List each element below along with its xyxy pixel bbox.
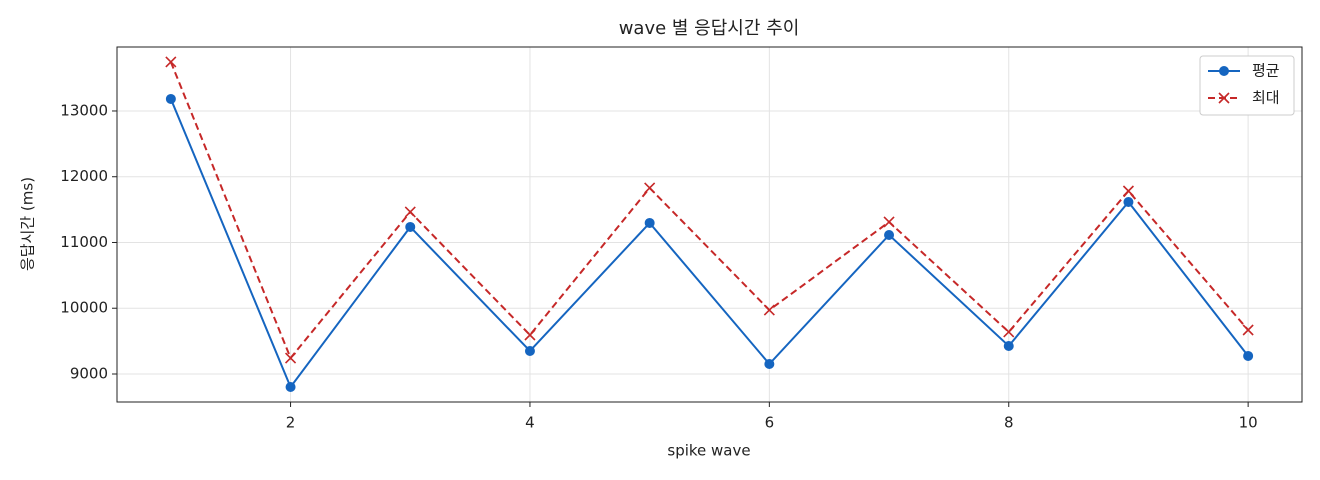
marker bbox=[405, 221, 416, 232]
x-tick-label: 8 bbox=[1004, 414, 1014, 432]
marker bbox=[165, 56, 177, 68]
y-axis-label: 응답시간 (ms) bbox=[19, 177, 37, 271]
marker bbox=[524, 345, 535, 356]
x-axis-label: spike wave bbox=[667, 442, 750, 460]
marker bbox=[1123, 196, 1134, 207]
plot-frame bbox=[116, 46, 1303, 403]
legend-label: 평균 bbox=[1252, 62, 1280, 80]
marker bbox=[1122, 185, 1135, 197]
x-tick-label: 10 bbox=[1239, 414, 1258, 432]
marker bbox=[763, 304, 775, 316]
series-line bbox=[169, 61, 1249, 360]
marker bbox=[165, 93, 176, 104]
marker bbox=[644, 217, 655, 228]
marker bbox=[883, 216, 895, 228]
legend-marker bbox=[1219, 66, 1229, 76]
marker bbox=[884, 229, 895, 240]
legend-box bbox=[1199, 55, 1295, 116]
marker bbox=[524, 329, 536, 341]
x-tick-label: 2 bbox=[286, 414, 296, 432]
x-tick-label: 6 bbox=[765, 414, 775, 432]
chart-title: wave 별 응답시간 추이 bbox=[619, 18, 800, 39]
y-tick-label: 11000 bbox=[60, 233, 108, 251]
y-tick-label: 9000 bbox=[70, 364, 108, 382]
marker bbox=[1003, 340, 1014, 351]
marker bbox=[644, 182, 656, 194]
marker bbox=[284, 352, 297, 364]
x-tick-label: 4 bbox=[525, 414, 535, 432]
marker bbox=[1003, 326, 1015, 338]
marker bbox=[285, 382, 296, 393]
marker bbox=[764, 358, 775, 369]
marker bbox=[404, 206, 416, 218]
y-tick-label: 10000 bbox=[60, 299, 108, 317]
legend-marker bbox=[1218, 92, 1230, 104]
marker bbox=[1243, 350, 1254, 361]
y-tick-label: 13000 bbox=[60, 101, 108, 119]
y-tick-label: 12000 bbox=[60, 167, 108, 185]
series-line bbox=[169, 98, 1249, 390]
legend-label: 최대 bbox=[1252, 89, 1280, 107]
marker bbox=[1242, 324, 1254, 336]
